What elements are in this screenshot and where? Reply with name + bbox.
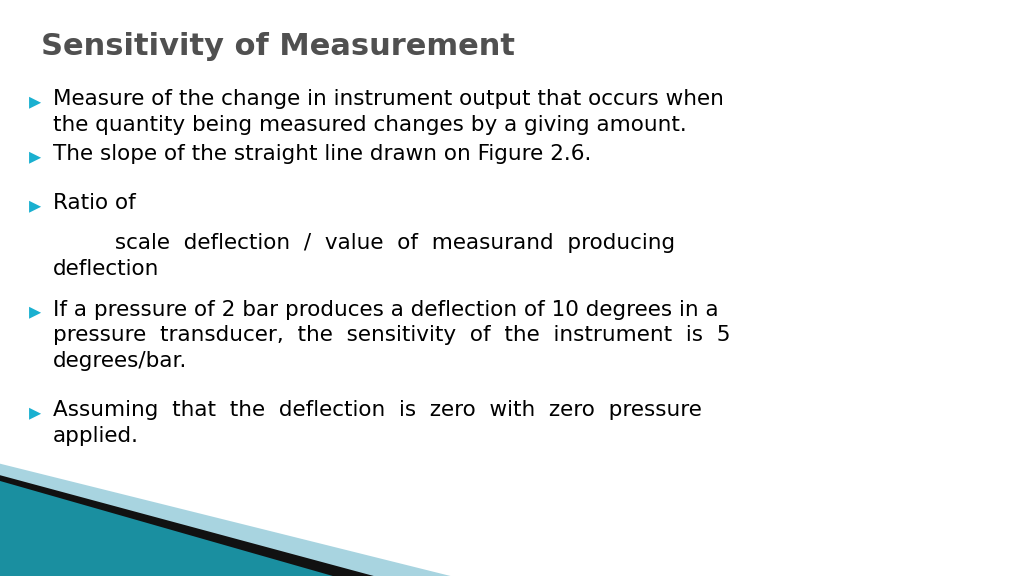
Text: The slope of the straight line drawn on Figure 2.6.: The slope of the straight line drawn on … [53,144,592,164]
Text: ▸: ▸ [29,144,41,168]
Polygon shape [0,475,374,576]
Text: ▸: ▸ [29,193,41,217]
Text: Measure of the change in instrument output that occurs when
the quantity being m: Measure of the change in instrument outp… [53,89,724,135]
Text: ▸: ▸ [29,89,41,113]
Text: If a pressure of 2 bar produces a deflection of 10 degrees in a
pressure  transd: If a pressure of 2 bar produces a deflec… [53,300,731,371]
Polygon shape [0,464,451,576]
Text: Sensitivity of Measurement: Sensitivity of Measurement [41,32,515,60]
Text: ▸: ▸ [29,400,41,425]
Text: Assuming  that  the  deflection  is  zero  with  zero  pressure
applied.: Assuming that the deflection is zero wit… [53,400,702,446]
Text: ▸: ▸ [29,300,41,324]
Text: Ratio of: Ratio of [53,193,136,213]
Polygon shape [0,481,333,576]
Text: scale  deflection  /  value  of  measurand  producing
deflection: scale deflection / value of measurand pr… [53,233,676,279]
